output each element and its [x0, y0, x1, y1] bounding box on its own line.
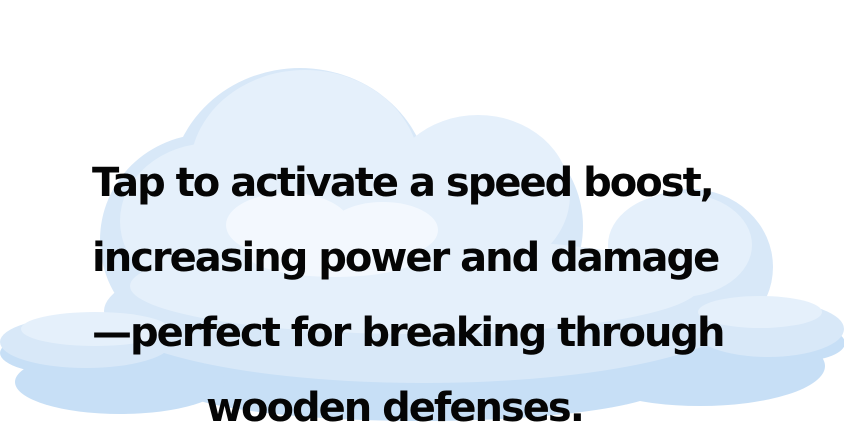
description-line: Tap to activate a speed boost, [92, 160, 715, 206]
description-line: —perfect for breaking through [92, 310, 726, 356]
ability-description: Tap to activate a speed boost, increasin… [92, 146, 726, 446]
cloud-icon [0, 68, 844, 421]
description-line: wooden defenses. [206, 385, 585, 431]
description-line: increasing power and damage [92, 235, 720, 281]
